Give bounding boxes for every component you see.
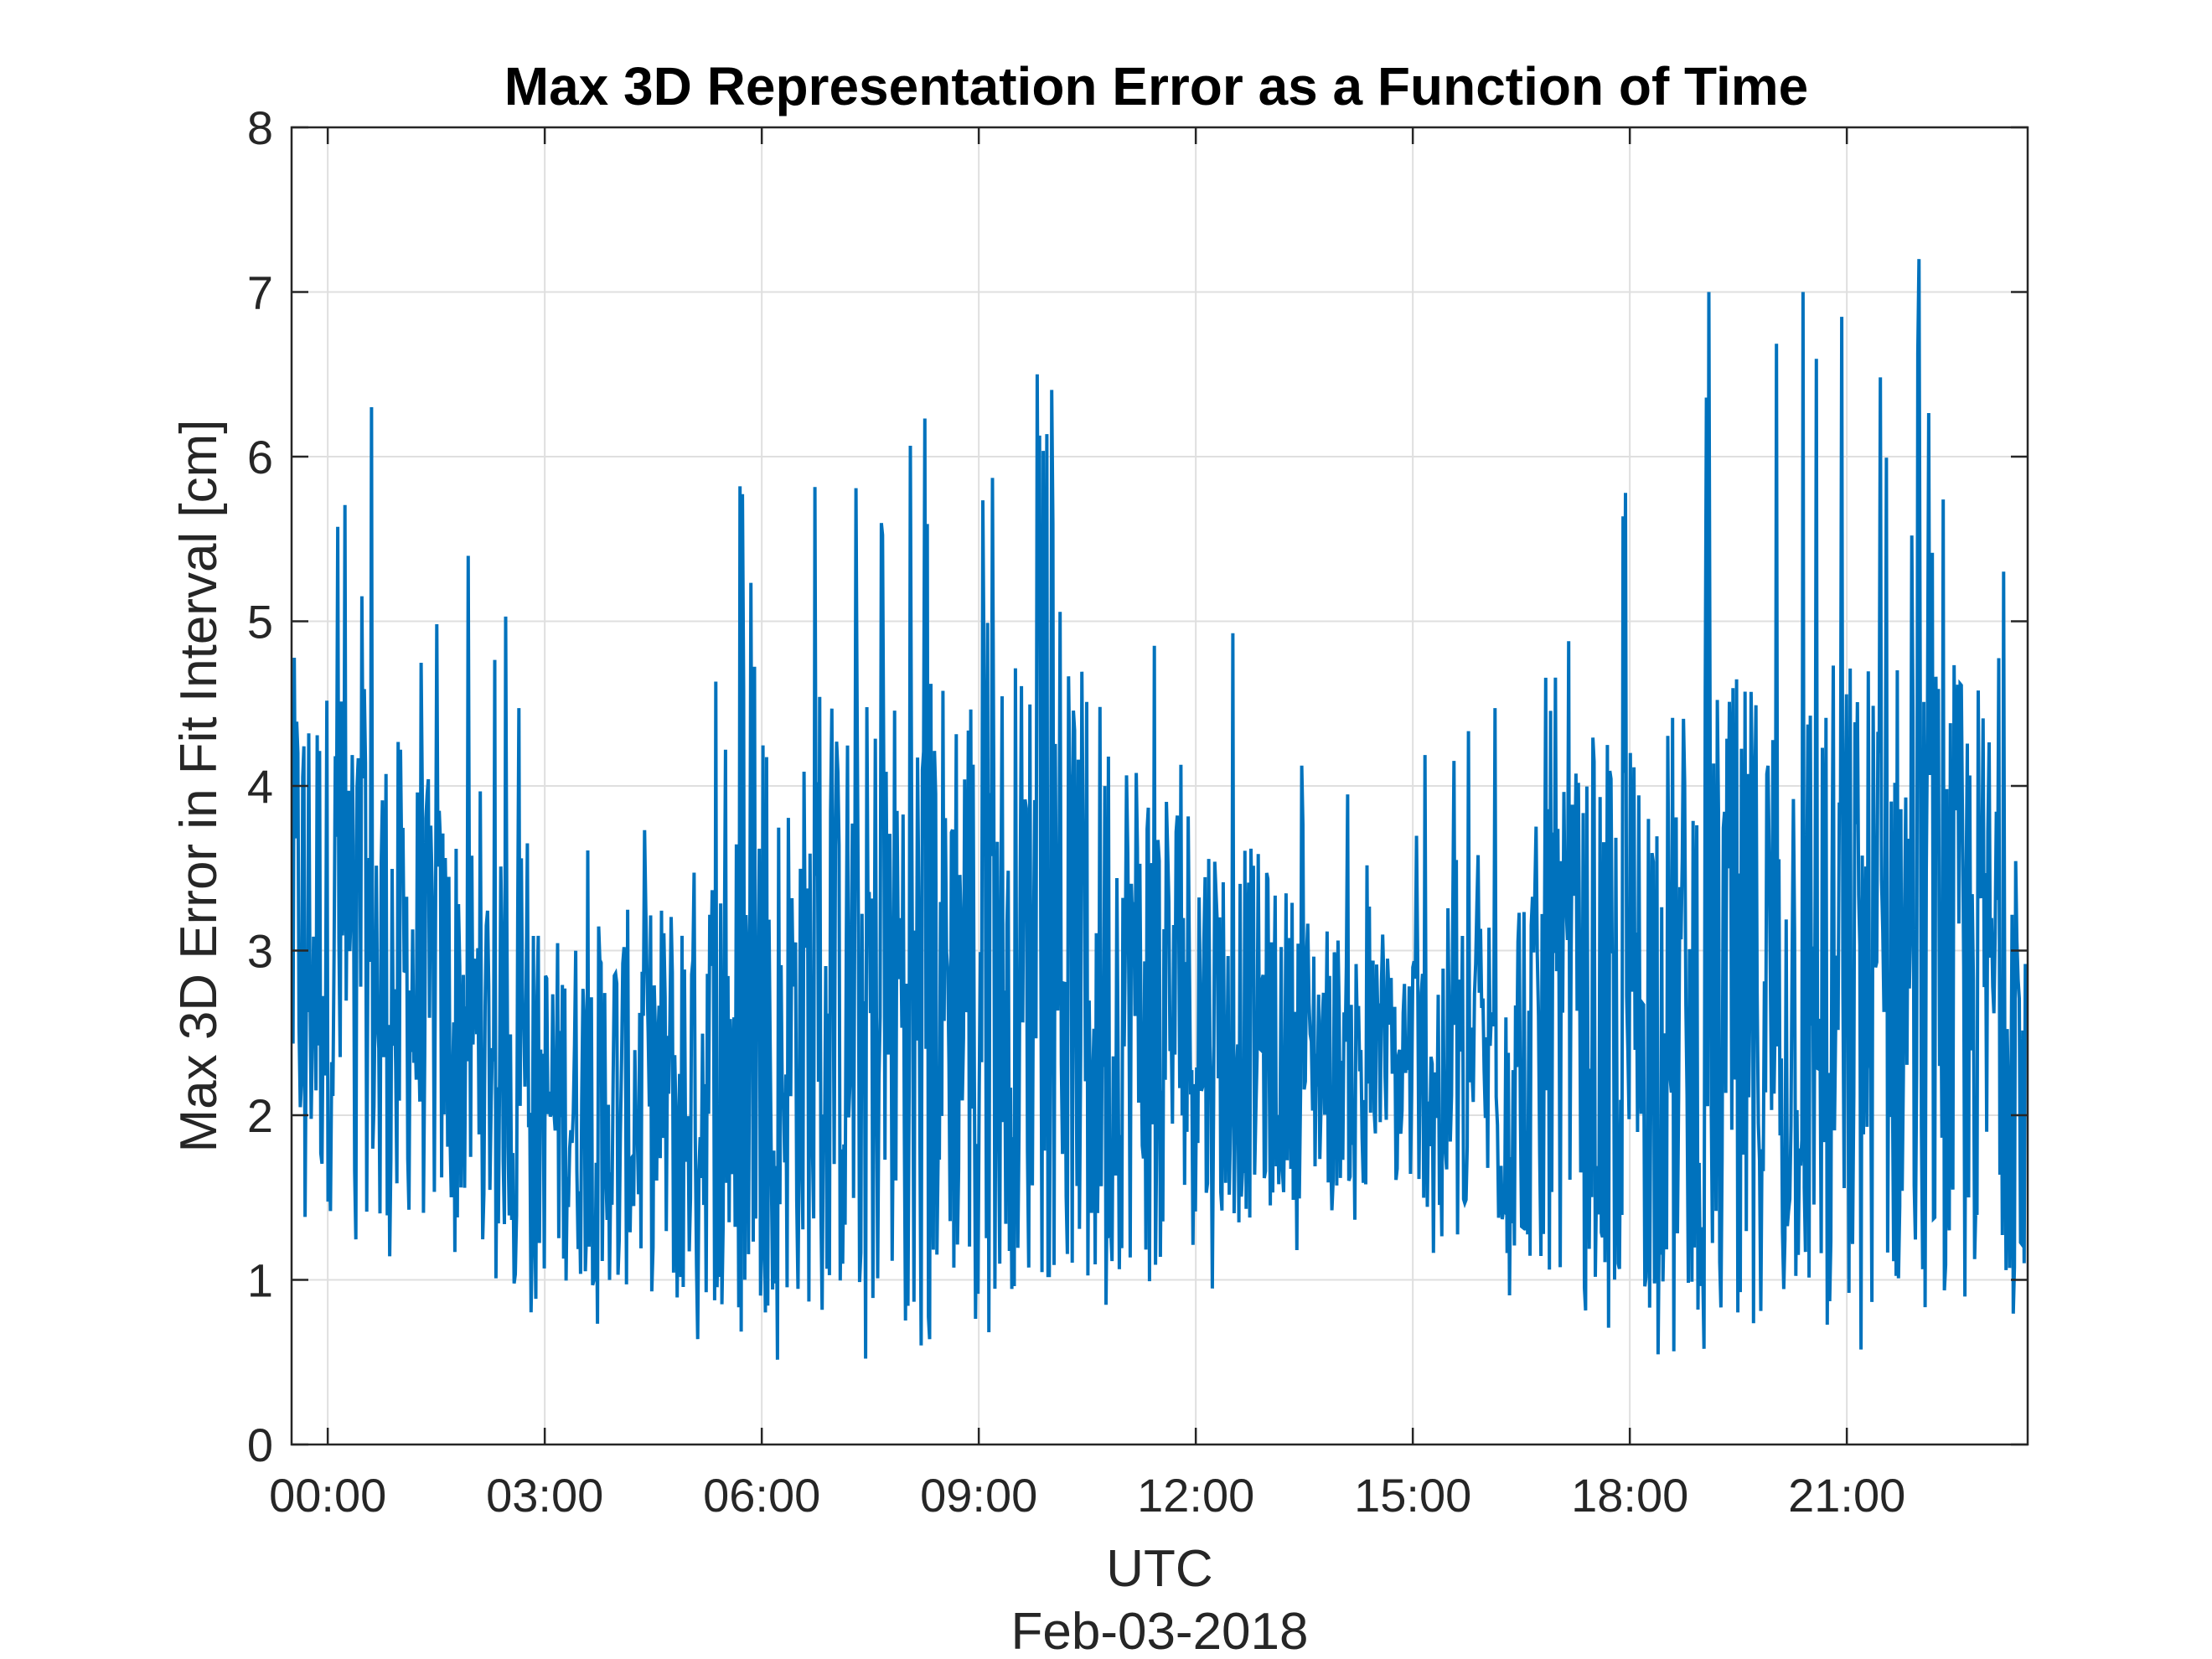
- y-tick-label: 5: [247, 596, 273, 649]
- series-layer: [292, 259, 2028, 1360]
- y-tick-label: 7: [247, 266, 273, 319]
- series-line-max-3d-error: [292, 259, 2028, 1360]
- y-tick-label: 2: [247, 1089, 273, 1142]
- y-tick-label: 1: [247, 1254, 273, 1307]
- x-tick-label: 06:00: [703, 1469, 820, 1522]
- y-axis-label: Max 3D Error in Fit Interval [cm]: [170, 419, 228, 1152]
- y-tick-label: 3: [247, 925, 273, 978]
- x-tick-label: 09:00: [920, 1469, 1037, 1522]
- x-tick-label: 00:00: [269, 1469, 386, 1522]
- y-tick-label: 0: [247, 1419, 273, 1471]
- x-tick-label: 15:00: [1354, 1469, 1471, 1522]
- chart-title: Max 3D Representation Error as a Functio…: [504, 56, 1809, 116]
- axis-ticks: [292, 126, 2028, 1446]
- y-tick-label: 6: [247, 431, 273, 483]
- x-tick-label: 18:00: [1571, 1469, 1688, 1522]
- y-tick-label: 4: [247, 760, 273, 813]
- x-tick-label: 12:00: [1137, 1469, 1254, 1522]
- y-tick-label: 8: [247, 101, 273, 154]
- x-tick-label: 21:00: [1788, 1469, 1905, 1522]
- y-tick-labels: 0 1 2 3 4 5 6 7 8: [247, 101, 273, 1471]
- x-tick-labels: 00:00 03:00 06:00 09:00 12:00 15:00 18:00 21:00: [269, 1469, 1905, 1522]
- x-tick-label: 03:00: [486, 1469, 603, 1522]
- x-axis-label: UTC: [1106, 1540, 1212, 1598]
- x-axis-date-label: Feb-03-2018: [1010, 1603, 1308, 1659]
